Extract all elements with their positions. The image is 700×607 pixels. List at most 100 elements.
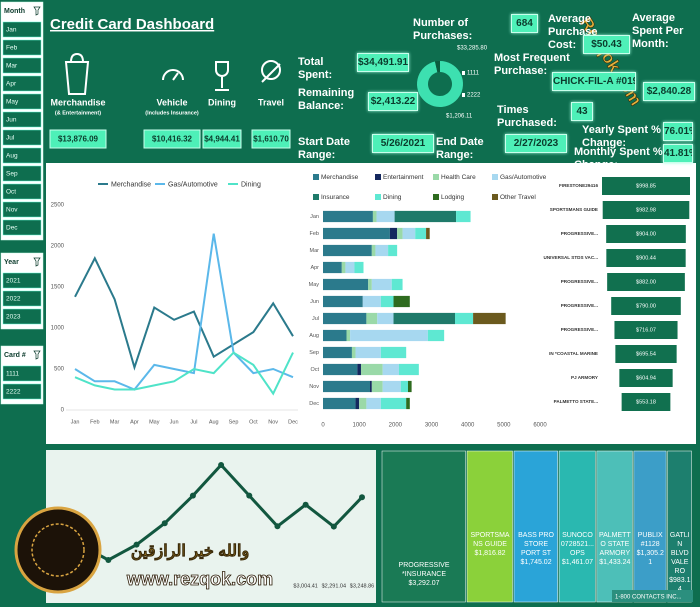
filter-icon bbox=[33, 257, 41, 267]
slicer-item[interactable] bbox=[2, 75, 42, 92]
slicer-item[interactable] bbox=[2, 21, 42, 38]
funnel-value-label: $998.85 bbox=[636, 183, 656, 189]
slicer-item[interactable] bbox=[2, 201, 42, 218]
slicer-item[interactable] bbox=[2, 272, 42, 289]
kpi-value: 684 bbox=[511, 14, 538, 33]
slicer-item[interactable] bbox=[2, 39, 42, 56]
legend-label: Gas/Automotive bbox=[500, 174, 547, 181]
merchant-label: PALMETTO STATE... bbox=[554, 399, 598, 404]
x-tick-label: Jun bbox=[170, 419, 179, 425]
merchant-label: FIRESTONE29416 bbox=[559, 183, 598, 188]
bar-segment bbox=[323, 397, 356, 410]
funnel-value-label: $604.94 bbox=[636, 375, 656, 381]
kpi-value: $34,491.91 bbox=[357, 53, 409, 72]
watermark-site: www.rezqok.com bbox=[126, 569, 273, 589]
slicer-item-label: Apr bbox=[6, 81, 17, 88]
y-tick-label: Jul bbox=[312, 316, 319, 322]
donut-value-label: $33,285.80 bbox=[457, 46, 488, 52]
kpi-value: 43 bbox=[571, 102, 593, 121]
slicer-item-label: Oct bbox=[6, 189, 16, 196]
bar-segment bbox=[323, 312, 367, 325]
y-tick-label: 0 bbox=[61, 408, 65, 414]
slicer-item[interactable] bbox=[2, 111, 42, 128]
slicer-item[interactable] bbox=[2, 57, 42, 74]
trend-point bbox=[274, 523, 281, 530]
watermark-logo-inner bbox=[31, 523, 85, 577]
legend-swatch bbox=[462, 71, 465, 75]
slicer-item[interactable] bbox=[2, 290, 42, 307]
bar-segment bbox=[323, 278, 369, 291]
bar-segment bbox=[350, 329, 428, 342]
treemap-label: BASS PRO STORE PORT ST $1,745.02 bbox=[515, 491, 557, 567]
bar-segment bbox=[397, 227, 403, 240]
slicer-item-label: 2021 bbox=[6, 278, 21, 285]
bar-segment bbox=[346, 329, 351, 342]
treemap-value: $1,305.21 bbox=[636, 550, 664, 566]
trend-point bbox=[218, 462, 225, 468]
trend-value-label: $2,291.04 bbox=[322, 583, 346, 589]
slicer-item[interactable] bbox=[2, 219, 42, 236]
bar-segment bbox=[427, 329, 445, 342]
donut-slice bbox=[434, 61, 440, 73]
trend-point bbox=[359, 494, 365, 501]
treemap-tile bbox=[596, 450, 633, 603]
watermark-motto: والله خير الرازقين bbox=[131, 543, 249, 561]
x-tick-label: 1000 bbox=[352, 423, 366, 429]
bar-segment bbox=[345, 261, 355, 274]
bar-segment bbox=[371, 380, 383, 393]
treemap-value: $1,816.82 bbox=[474, 550, 506, 557]
funnel-value-label: $695.54 bbox=[636, 351, 656, 357]
slicer-item[interactable] bbox=[2, 365, 42, 382]
bar-segment bbox=[377, 312, 394, 325]
bar-segment bbox=[415, 227, 427, 240]
slicer-item[interactable] bbox=[2, 383, 42, 400]
filter-icon bbox=[33, 350, 41, 360]
treemap-footer-tile bbox=[612, 590, 693, 602]
bar-segment bbox=[393, 295, 410, 308]
filter-icon bbox=[33, 6, 41, 16]
kpi-label: Remaining Balance: bbox=[298, 87, 355, 112]
bar-segment bbox=[323, 295, 363, 308]
slicer-item[interactable] bbox=[2, 165, 42, 182]
slicer-item-label: Dec bbox=[6, 225, 18, 232]
funnel-bar bbox=[621, 393, 671, 411]
slicer-item[interactable] bbox=[2, 93, 42, 110]
category-value: $13,876.09 bbox=[58, 135, 99, 144]
bar-segment bbox=[473, 312, 506, 325]
trend-point bbox=[302, 501, 309, 508]
treemap-tile bbox=[513, 450, 558, 603]
treemap-name: SPORTSMANS GUIDE bbox=[470, 532, 510, 548]
category-value-box bbox=[143, 129, 201, 149]
gauge-icon bbox=[162, 69, 184, 81]
bar-segment bbox=[323, 329, 347, 342]
bar-segment bbox=[393, 312, 456, 325]
y-tick-label: Oct bbox=[310, 367, 319, 373]
x-tick-label: 4000 bbox=[461, 423, 475, 429]
kpi-value: $2,840.28 bbox=[643, 82, 695, 101]
x-tick-label: 2000 bbox=[389, 423, 403, 429]
bar-segment bbox=[382, 363, 399, 376]
category-value-box bbox=[49, 129, 107, 149]
slicer-item[interactable] bbox=[2, 147, 42, 164]
bar-segment bbox=[323, 380, 371, 393]
slicer-title: Month bbox=[4, 8, 25, 15]
y-tick-label: 1000 bbox=[51, 326, 65, 332]
cup-icon bbox=[215, 61, 229, 91]
series-line bbox=[74, 351, 294, 396]
category-value: $1,610.70 bbox=[253, 135, 289, 144]
legend-label: Gas/Automotive bbox=[168, 181, 218, 188]
kpi-label: Yearly Spent % Change: bbox=[582, 124, 661, 149]
x-tick-label: Aug bbox=[209, 419, 219, 425]
bar-segment bbox=[323, 227, 390, 240]
treemap-value: $1,461.07 bbox=[561, 559, 594, 566]
slicer-item[interactable] bbox=[2, 129, 42, 146]
bar-segment bbox=[366, 312, 378, 325]
slicer-item[interactable] bbox=[2, 308, 42, 325]
legend-label: Merchandise bbox=[111, 181, 151, 188]
slicer-item[interactable] bbox=[2, 183, 42, 200]
series-line bbox=[74, 256, 294, 371]
bar-segment bbox=[323, 363, 358, 376]
slicer-item-label: 2022 bbox=[6, 296, 21, 303]
funnel-value-label: $900.44 bbox=[636, 255, 656, 261]
